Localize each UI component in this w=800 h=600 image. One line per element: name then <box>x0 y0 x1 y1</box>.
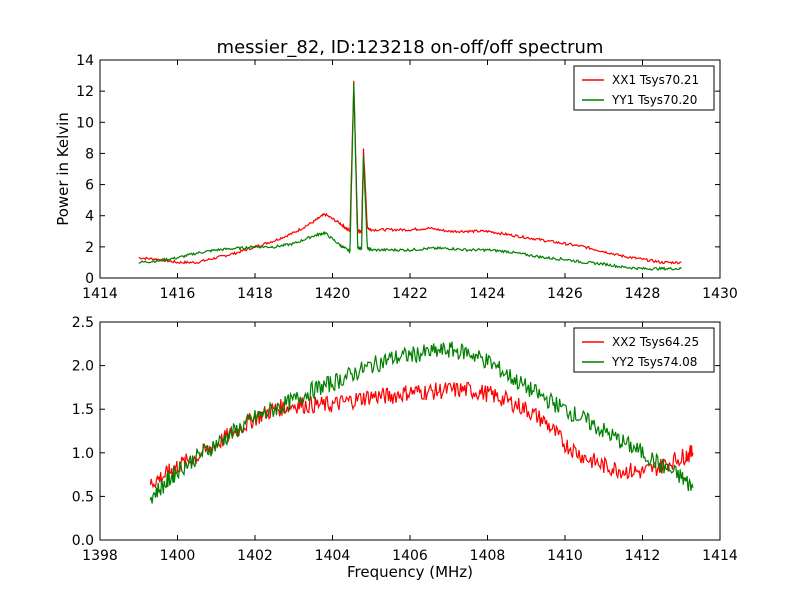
series-line-yy1-tsys70-20 <box>138 82 682 272</box>
y-tick-label: 10 <box>76 115 94 131</box>
x-tick-label: 1402 <box>237 548 273 564</box>
plot-frame <box>99 321 721 541</box>
x-tick-label: 1418 <box>237 286 273 302</box>
y-tick-label: 2.5 <box>72 315 94 331</box>
y-tick-label: 1.0 <box>72 446 94 462</box>
x-tick-label: 1430 <box>702 286 738 302</box>
y-tick-label: 8 <box>85 146 94 162</box>
series-line-yy2-tsys74-08 <box>149 341 694 504</box>
x-tick-label: 1420 <box>315 286 351 302</box>
y-tick-label: 12 <box>76 84 94 100</box>
chart-title: messier_82, ID:123218 on-off/off spectru… <box>217 37 604 58</box>
legend-label: XX2 Tsys64.25 <box>612 335 699 349</box>
x-tick-label: 1410 <box>547 548 583 564</box>
x-tick-label: 1400 <box>160 548 196 564</box>
x-axis-label: Frequency (MHz) <box>347 563 473 581</box>
y-tick-label: 0.0 <box>72 533 94 549</box>
legend-box <box>573 327 715 373</box>
y-tick-label: 14 <box>76 53 94 69</box>
y-tick-label: 0.5 <box>72 489 94 505</box>
bottom-panel: 1398 1400 1402 1404 1406 1408 1410 1412 1414 0.0 0… <box>72 315 738 564</box>
y-tick-label: 2 <box>85 240 94 256</box>
x-tick-label: 1404 <box>315 548 351 564</box>
legend-label: YY1 Tsys70.20 <box>611 93 697 107</box>
x-tick-label: 1406 <box>392 548 428 564</box>
x-tick-label: 1424 <box>470 286 506 302</box>
x-tick-label: 1428 <box>625 286 661 302</box>
y-tick-label: 4 <box>85 209 94 225</box>
top-panel: 1414 1416 1418 1420 1422 1424 1426 1428 1430 0 2 4 6… <box>76 53 738 302</box>
plot-frame <box>99 59 721 279</box>
x-tick-label: 1426 <box>547 286 583 302</box>
x-tick-label: 1416 <box>160 286 196 302</box>
x-tick-label: 1398 <box>82 548 118 564</box>
legend-label: XX1 Tsys70.21 <box>612 73 699 87</box>
legend-label: YY2 Tsys74.08 <box>611 355 697 369</box>
legend-box <box>573 65 715 111</box>
y-tick-label: 2.0 <box>72 359 94 375</box>
x-tick-label: 1412 <box>625 548 661 564</box>
x-tick-label: 1422 <box>392 286 428 302</box>
y-tick-label: 1.5 <box>72 402 94 418</box>
x-tick-label: 1414 <box>82 286 118 302</box>
x-tick-label: 1408 <box>470 548 506 564</box>
y-axis-label: Power in Kelvin <box>54 112 72 226</box>
y-tick-label: 6 <box>85 178 94 194</box>
x-tick-label: 1414 <box>702 548 738 564</box>
y-tick-label: 0 <box>85 271 94 287</box>
